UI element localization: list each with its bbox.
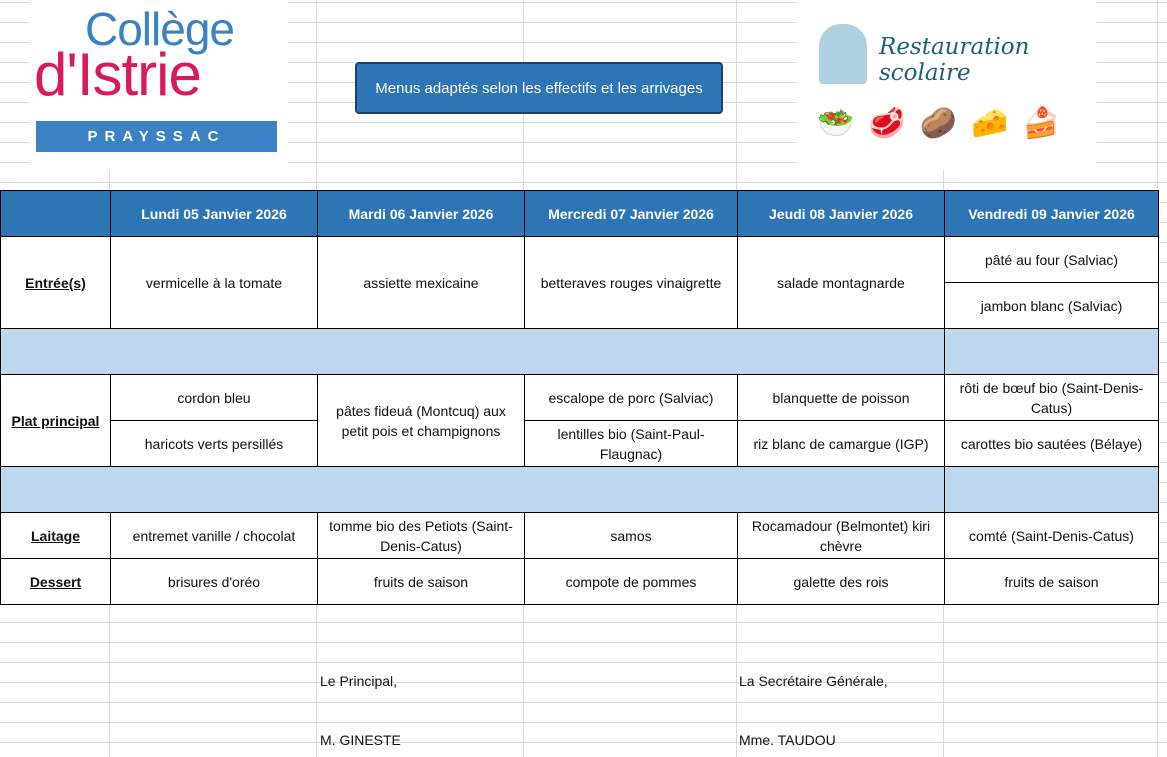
menu-cell: carottes bio sautées (Bélaye) bbox=[944, 420, 1159, 467]
menu-cell: salade montagnarde bbox=[737, 236, 945, 329]
potatoes-bowl-icon: 🥔 bbox=[919, 107, 972, 140]
menu-cell: cordon bleu bbox=[110, 374, 318, 421]
restauration-logo: Restauration scolaire 🥗🥩🥔🧀🍰 bbox=[797, 0, 1097, 170]
food-icons: 🥗🥩🥔🧀🍰 bbox=[817, 106, 1074, 141]
menu-cell: brisures d'oréo bbox=[110, 558, 318, 605]
meat-fish-plate-icon: 🥩 bbox=[868, 107, 920, 140]
logo-line1: Collège bbox=[85, 3, 235, 55]
menu-cell: haricots verts persillés bbox=[110, 420, 318, 467]
menu-cell: rôti de bœuf bio (Saint-Denis-Catus) bbox=[944, 374, 1159, 421]
menu-cell: assiette mexicaine bbox=[317, 236, 525, 329]
menu-cell: Rocamadour (Belmontet) kiri chèvre bbox=[737, 512, 945, 559]
menu-cell: jambon blanc (Salviac) bbox=[944, 282, 1159, 329]
day-header: Lundi 05 Janvier 2026 bbox=[110, 190, 318, 237]
day-header: Jeudi 08 Janvier 2026 bbox=[737, 190, 945, 237]
menu-cell: tomme bio des Petiots (Saint-Denis-Catus… bbox=[317, 512, 525, 559]
separator-band bbox=[944, 328, 1159, 375]
menu-cell: entremet vanille / chocolat bbox=[110, 512, 318, 559]
day-header: Mercredi 07 Janvier 2026 bbox=[524, 190, 738, 237]
logo-line3: PRAYSSAC bbox=[36, 121, 277, 152]
cheese-plate-icon: 🧀 bbox=[971, 107, 1023, 140]
separator-band bbox=[944, 466, 1159, 513]
principal-title: Le Principal, bbox=[320, 673, 398, 689]
label-dessert: Dessert bbox=[0, 558, 111, 605]
banner-scroll: Menus adaptés selon les effectifs et les… bbox=[355, 62, 723, 114]
secretary-title: La Secrétaire Générale, bbox=[739, 673, 888, 689]
menu-cell: vermicelle à la tomate bbox=[110, 236, 318, 329]
label-laitage: Laitage bbox=[0, 512, 111, 559]
header-empty bbox=[0, 190, 111, 237]
separator-band bbox=[0, 466, 945, 513]
menu-cell: fruits de saison bbox=[317, 558, 525, 605]
separator-band bbox=[0, 328, 945, 375]
menu-cell: escalope de porc (Salviac) bbox=[524, 374, 738, 421]
menu-cell: lentilles bio (Saint-Paul-Flaugnac) bbox=[524, 420, 738, 467]
menu-cell: riz blanc de camargue (IGP) bbox=[737, 420, 945, 467]
menu-table: Lundi 05 Janvier 2026 Mardi 06 Janvier 2… bbox=[0, 190, 1159, 605]
menu-cell: comté (Saint-Denis-Catus) bbox=[944, 512, 1159, 559]
label-plat: Plat principal bbox=[0, 374, 111, 467]
day-header: Vendredi 09 Janvier 2026 bbox=[944, 190, 1159, 237]
header-row: Lundi 05 Janvier 2026 Mardi 06 Janvier 2… bbox=[0, 190, 1159, 237]
menu-cell: pâté au four (Salviac) bbox=[944, 236, 1159, 283]
menu-cell: betteraves rouges vinaigrette bbox=[524, 236, 738, 329]
menu-cell: fruits de saison bbox=[944, 558, 1159, 605]
secretary-name: Mme. TAUDOU bbox=[739, 732, 836, 748]
day-header: Mardi 06 Janvier 2026 bbox=[317, 190, 525, 237]
cake-icon: 🍰 bbox=[1022, 107, 1074, 140]
menu-cell: compote de pommes bbox=[524, 558, 738, 605]
menu-cell: blanquette de poisson bbox=[737, 374, 945, 421]
menu-cell: pâtes fideuá (Montcuq) aux petit pois et… bbox=[317, 374, 525, 467]
college-logo: Collège d'Istrie PRAYSSAC bbox=[30, 0, 288, 170]
principal-name: M. GINESTE bbox=[320, 732, 401, 748]
menu-cell: samos bbox=[524, 512, 738, 559]
salad-plate-icon: 🥗 bbox=[817, 107, 869, 140]
logo-line2: d'Istrie bbox=[34, 41, 202, 108]
chef-hat-icon bbox=[819, 24, 867, 84]
restauration-title: Restauration scolaire bbox=[879, 34, 1030, 86]
label-entree: Entrée(s) bbox=[0, 236, 111, 329]
menu-cell: galette des rois bbox=[737, 558, 945, 605]
